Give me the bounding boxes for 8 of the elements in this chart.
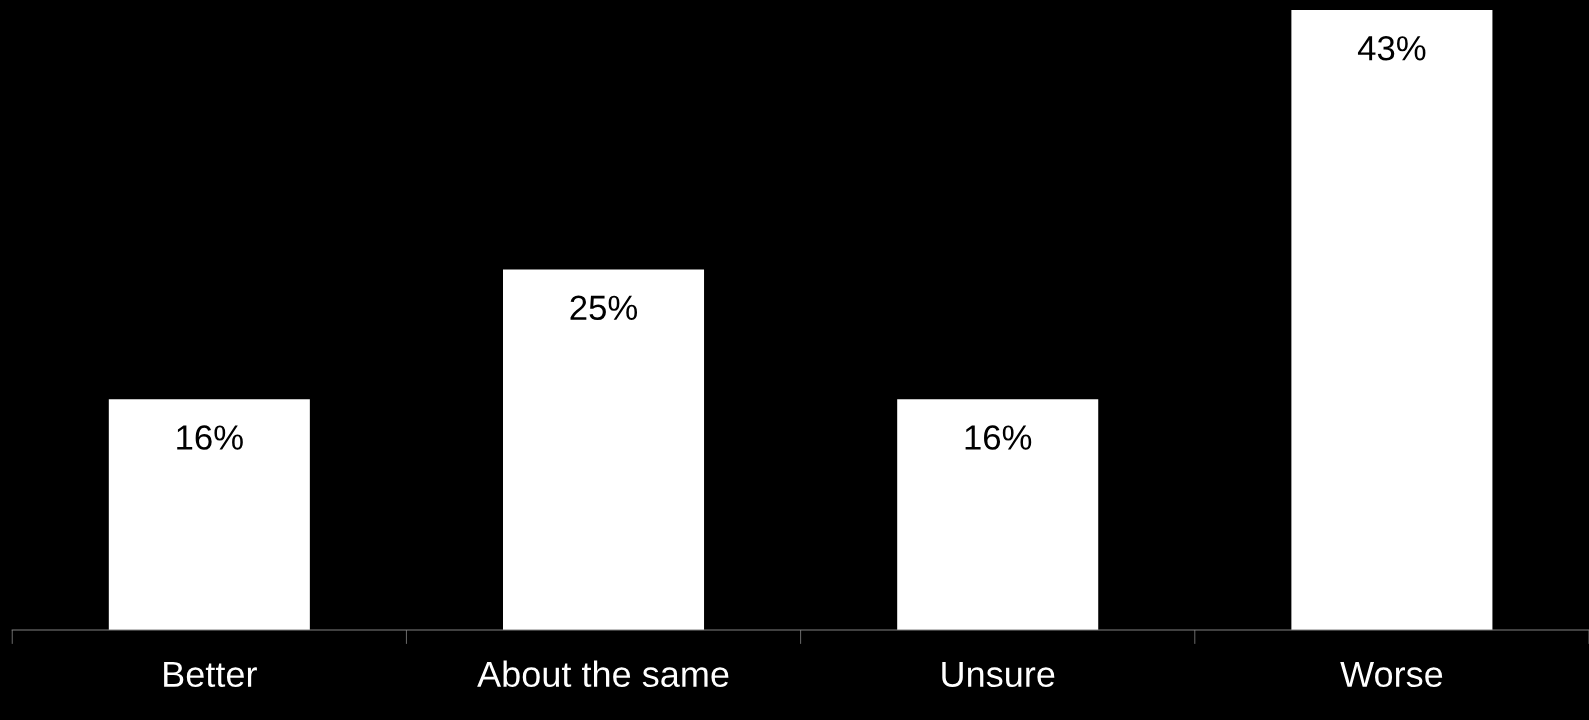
data-label: 43% — [1357, 36, 1426, 61]
data-label: 16% — [177, 425, 243, 450]
x-tick-label: About the same — [477, 660, 729, 688]
x-tick-label: Unsure — [942, 661, 1055, 688]
data-label: 25% — [570, 295, 638, 321]
x-tick-label: Worse — [1340, 661, 1443, 688]
data-label: 16% — [965, 425, 1032, 450]
x-tick-label: Better — [164, 661, 257, 688]
